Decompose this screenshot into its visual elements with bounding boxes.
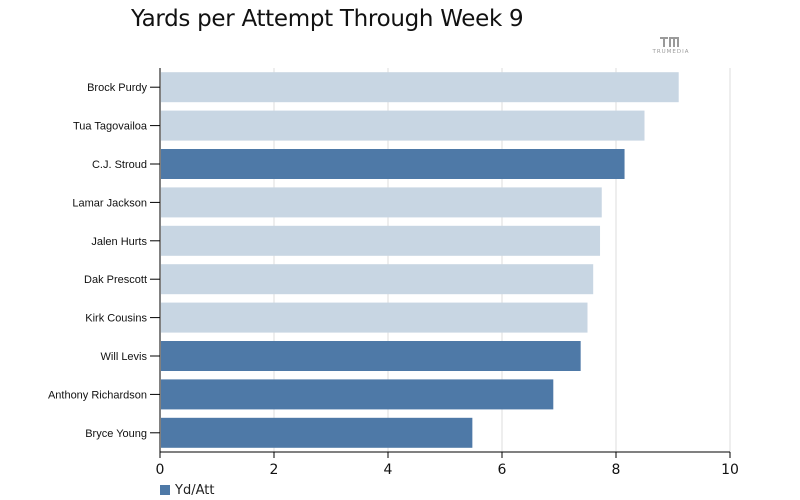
x-tick-label: 6 — [498, 462, 507, 478]
logo-text: TRUMEDIA — [652, 49, 690, 55]
x-tick-label: 4 — [384, 462, 393, 478]
bar — [161, 417, 473, 448]
bar — [161, 379, 554, 410]
category-label: Brock Purdy — [87, 82, 147, 94]
trumedia-logo: TRUMEDIA — [646, 36, 696, 60]
bar — [161, 264, 594, 295]
bar — [161, 225, 601, 256]
chart-title: Yards per Attempt Through Week 9 — [131, 6, 524, 32]
legend-label: Yd/Att — [175, 482, 215, 498]
x-tick-label: 0 — [156, 462, 165, 478]
category-label: Lamar Jackson — [72, 197, 147, 209]
legend-swatch — [160, 485, 170, 495]
category-label: C.J. Stroud — [92, 159, 147, 171]
legend: Yd/Att — [160, 482, 214, 498]
bar — [161, 187, 602, 218]
x-tick-label: 10 — [721, 462, 739, 478]
trumedia-logo-icon — [660, 37, 679, 47]
category-label: Bryce Young — [85, 428, 147, 440]
bar — [161, 72, 679, 103]
category-label: Anthony Richardson — [48, 389, 147, 401]
category-label: Tua Tagovailoa — [73, 121, 148, 133]
bar — [161, 302, 588, 333]
bar — [161, 341, 581, 371]
x-tick-label: 8 — [612, 462, 621, 478]
bar — [161, 110, 645, 141]
category-label: Kirk Cousins — [85, 313, 147, 325]
category-label: Will Levis — [101, 351, 148, 363]
x-tick-label: 2 — [270, 462, 279, 478]
category-label: Dak Prescott — [84, 274, 147, 286]
bar — [161, 149, 625, 179]
category-label: Jalen Hurts — [91, 236, 147, 248]
